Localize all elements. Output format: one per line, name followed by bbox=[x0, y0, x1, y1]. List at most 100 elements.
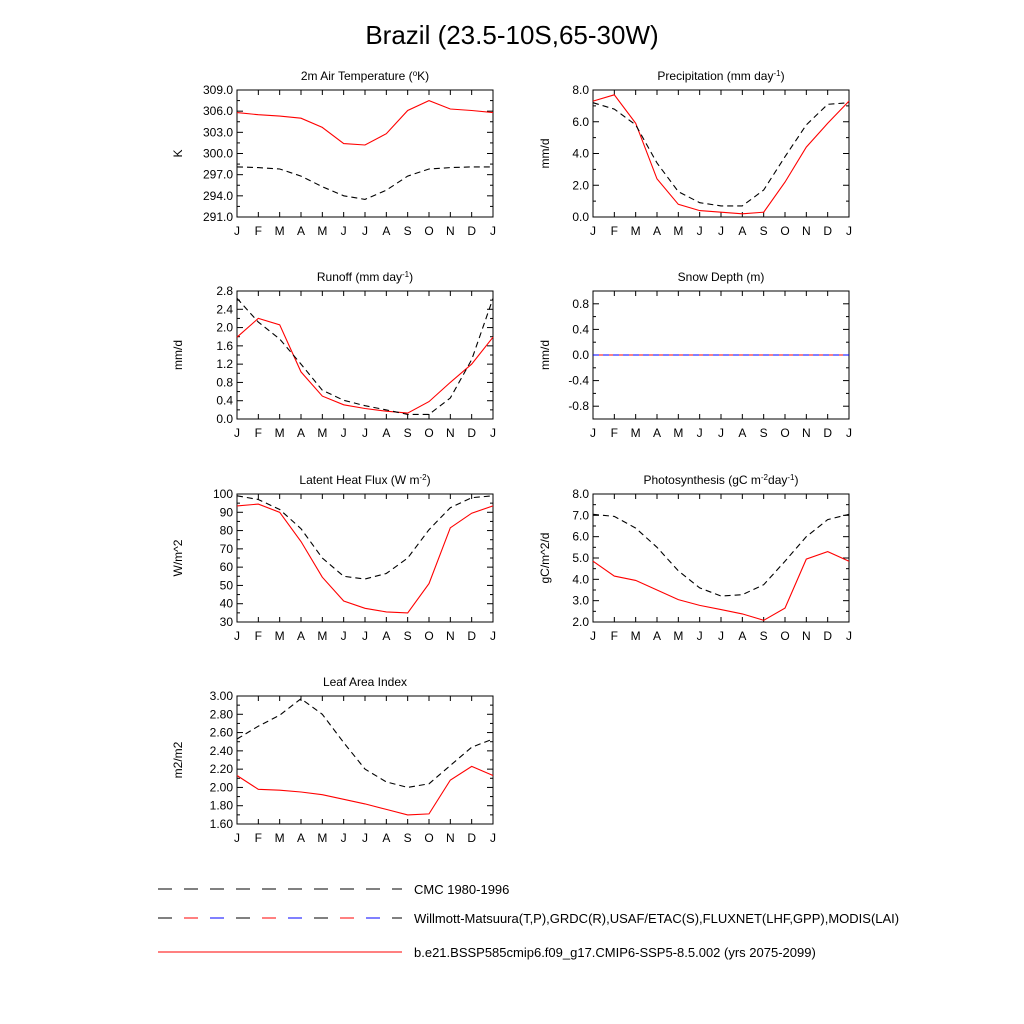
panel-3: Snow Depth (m)J F M A M J J A S O N D J-0.8-0.40.00.… bbox=[538, 270, 852, 440]
x-tick-label: D bbox=[823, 629, 832, 643]
x-tick-label: N bbox=[802, 629, 811, 643]
solid-series-line bbox=[236, 100, 494, 146]
y-tick-label: 291.0 bbox=[203, 210, 233, 224]
x-tick-label: D bbox=[467, 629, 476, 643]
y-axis-label: mm/d bbox=[538, 340, 552, 370]
x-tick-label: A bbox=[297, 831, 305, 845]
y-tick-label: 60 bbox=[220, 560, 234, 574]
y-tick-label: 1.6 bbox=[216, 339, 233, 353]
dashed-series-line bbox=[236, 166, 493, 200]
x-tick-label: M bbox=[673, 629, 683, 643]
panel-title: Photosynthesis (gC m-2day-1) bbox=[644, 473, 799, 488]
x-tick-label: J bbox=[846, 426, 852, 440]
y-tick-label: 2.0 bbox=[216, 321, 233, 335]
x-tick-label: M bbox=[275, 831, 285, 845]
y-tick-label: 30 bbox=[220, 615, 234, 629]
x-tick-label: J bbox=[846, 629, 852, 643]
x-tick-label: D bbox=[467, 426, 476, 440]
x-tick-label: J bbox=[490, 426, 496, 440]
x-tick-label: N bbox=[446, 426, 455, 440]
y-axis-label: mm/d bbox=[538, 139, 552, 169]
x-tick-label: M bbox=[673, 224, 683, 238]
y-tick-label: 300.0 bbox=[203, 147, 233, 161]
y-tick-label: 2.20 bbox=[210, 762, 234, 776]
y-tick-label: 80 bbox=[220, 524, 234, 538]
plot-frame bbox=[236, 290, 494, 420]
legend-item-0: CMC 1980-1996 bbox=[158, 882, 509, 897]
x-tick-label: A bbox=[297, 426, 305, 440]
x-tick-label: F bbox=[611, 224, 618, 238]
dashed-series-line bbox=[236, 495, 494, 580]
x-tick-label: D bbox=[823, 426, 832, 440]
x-tick-label: F bbox=[255, 831, 262, 845]
x-tick-label: J bbox=[590, 426, 596, 440]
x-tick-label: F bbox=[255, 629, 262, 643]
y-tick-label: 3.0 bbox=[572, 594, 589, 608]
y-tick-label: 4.0 bbox=[572, 147, 589, 161]
y-tick-label: 306.0 bbox=[203, 104, 233, 118]
x-tick-label: N bbox=[802, 426, 811, 440]
panel-title: Leaf Area Index bbox=[323, 675, 407, 689]
x-tick-label: N bbox=[446, 629, 455, 643]
x-tick-label: M bbox=[317, 224, 327, 238]
solid-series-line bbox=[236, 765, 494, 816]
y-tick-label: 50 bbox=[220, 578, 234, 592]
y-tick-label: 2.80 bbox=[210, 707, 234, 721]
y-tick-label: 0.8 bbox=[572, 297, 589, 311]
y-tick-label: 0.0 bbox=[572, 348, 589, 362]
solid-series-line bbox=[592, 94, 850, 215]
x-tick-label: O bbox=[780, 224, 789, 238]
x-tick-label: J bbox=[590, 224, 596, 238]
y-tick-label: 2.0 bbox=[572, 615, 589, 629]
y-tick-label: -0.8 bbox=[568, 399, 589, 413]
y-axis-label: m2/m2 bbox=[171, 741, 185, 778]
x-tick-label: J bbox=[697, 629, 703, 643]
figure-title: Brazil (23.5-10S,65-30W) bbox=[365, 20, 658, 50]
panels: 2m Air Temperature (oK)J F M A M J J A S O N D J291.… bbox=[171, 69, 852, 846]
panel-4: Latent Heat Flux (W m-2)J F M A M J J A S O N D J304… bbox=[171, 473, 496, 644]
x-tick-label: J bbox=[234, 629, 240, 643]
x-tick-label: J bbox=[341, 831, 347, 845]
x-tick-label: A bbox=[382, 426, 390, 440]
solid-series-line bbox=[236, 317, 494, 414]
dashed-series-line bbox=[592, 102, 850, 207]
legend-item-1: Willmott-Matsuura(T,P),GRDC(R),USAF/ETAC… bbox=[158, 911, 899, 926]
y-tick-label: -0.4 bbox=[568, 374, 589, 388]
x-tick-label: J bbox=[341, 629, 347, 643]
x-tick-label: A bbox=[382, 629, 390, 643]
y-tick-label: 5.0 bbox=[572, 551, 589, 565]
x-tick-label: F bbox=[255, 426, 262, 440]
x-tick-label: S bbox=[760, 426, 768, 440]
panel-title: Runoff (mm day-1) bbox=[317, 270, 413, 285]
x-tick-label: J bbox=[718, 224, 724, 238]
x-tick-label: M bbox=[275, 629, 285, 643]
y-axis-label: mm/d bbox=[171, 340, 185, 370]
x-tick-label: O bbox=[780, 629, 789, 643]
x-tick-label: A bbox=[653, 426, 661, 440]
solid-series-line bbox=[236, 503, 494, 614]
y-tick-label: 100 bbox=[213, 487, 233, 501]
y-tick-label: 70 bbox=[220, 542, 234, 556]
x-tick-label: O bbox=[424, 629, 433, 643]
y-tick-label: 4.0 bbox=[572, 572, 589, 586]
y-tick-label: 8.0 bbox=[572, 83, 589, 97]
y-tick-label: 294.0 bbox=[203, 189, 233, 203]
legend-label: Willmott-Matsuura(T,P),GRDC(R),USAF/ETAC… bbox=[414, 911, 899, 926]
x-tick-label: J bbox=[234, 426, 240, 440]
x-tick-label: O bbox=[424, 224, 433, 238]
y-axis-label: gC/m^2/d bbox=[538, 533, 552, 584]
x-tick-label: J bbox=[234, 831, 240, 845]
x-tick-label: S bbox=[404, 224, 412, 238]
x-tick-label: J bbox=[490, 629, 496, 643]
legend-label: CMC 1980-1996 bbox=[414, 882, 509, 897]
x-tick-label: J bbox=[490, 224, 496, 238]
x-tick-label: F bbox=[611, 426, 618, 440]
panel-1: Precipitation (mm day-1)J F M A M J J A S O N D J0.0… bbox=[538, 69, 852, 239]
x-tick-label: S bbox=[760, 224, 768, 238]
solid-series-line bbox=[592, 551, 850, 621]
x-tick-label: N bbox=[802, 224, 811, 238]
y-tick-label: 303.0 bbox=[203, 125, 233, 139]
y-tick-label: 2.0 bbox=[572, 178, 589, 192]
